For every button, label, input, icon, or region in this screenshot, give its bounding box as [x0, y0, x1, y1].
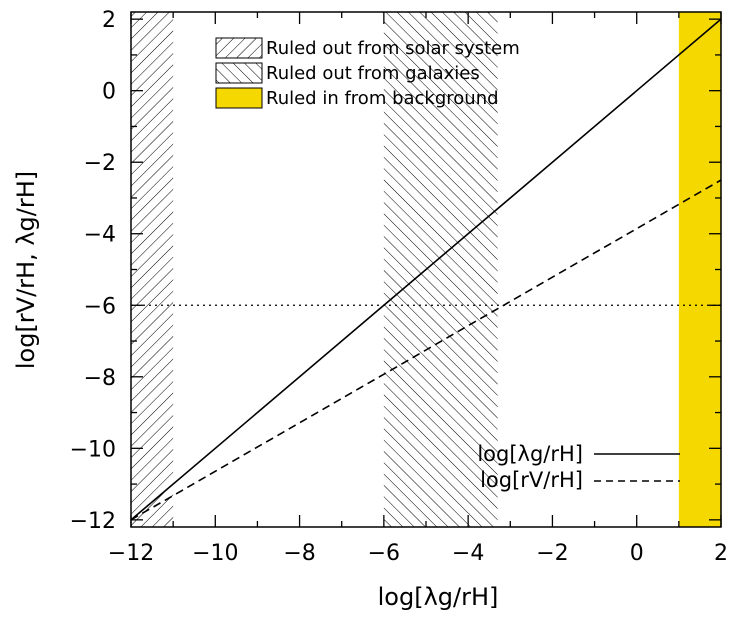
x-tick-label-4: −4 — [452, 541, 484, 566]
series-line-dashed — [130, 179, 722, 521]
legend-swatch-background — [215, 87, 263, 109]
series-line-solid — [130, 18, 722, 521]
series-key: log[λg/rH] log[rV/rH] — [477, 442, 680, 492]
y-axis-label: log[rV/rH, λg/rH] — [12, 171, 40, 369]
y-tick-label-7: −12 — [70, 509, 116, 534]
y-tick-label-0: 2 — [102, 8, 116, 33]
x-tick-label-0: −12 — [108, 541, 154, 566]
axis-ticks — [130, 12, 722, 527]
y-tick-label-2: −2 — [84, 151, 116, 176]
region-1 — [383, 12, 498, 527]
y-tick-label-1: 0 — [102, 80, 116, 105]
series-lines — [130, 18, 722, 521]
legend-label-background: Ruled in from background — [266, 88, 499, 109]
y-tick-label-6: −10 — [70, 437, 116, 462]
x-axis-label: log[λg/rH] — [378, 583, 499, 611]
x-tick-label-3: −6 — [368, 541, 400, 566]
y-tick-labels: 2 0 −2 −4 −6 −8 −10 −12 — [70, 8, 116, 534]
x-tick-label-2: −8 — [283, 541, 315, 566]
x-tick-label-7: 2 — [714, 541, 728, 566]
regions — [131, 12, 721, 527]
legend-label-galaxies: Ruled out from galaxies — [266, 63, 480, 84]
region-2 — [678, 12, 721, 527]
y-tick-label-3: −4 — [84, 223, 116, 248]
x-tick-labels: −12 −10 −8 −6 −4 −2 0 2 — [108, 541, 728, 566]
series-key-label-lambda: log[λg/rH] — [477, 442, 583, 466]
x-tick-label-5: −2 — [536, 541, 568, 566]
region-0 — [131, 12, 174, 527]
legend: Ruled out from solar system Ruled out fr… — [215, 37, 520, 109]
x-tick-label-1: −10 — [192, 541, 238, 566]
y-tick-label-5: −8 — [84, 366, 116, 391]
x-tick-label-6: 0 — [630, 541, 644, 566]
legend-label-solar-system: Ruled out from solar system — [266, 38, 520, 59]
y-tick-label-4: −6 — [84, 294, 116, 319]
series-key-label-rv: log[rV/rH] — [480, 468, 583, 492]
legend-swatch-solar-system — [215, 37, 263, 59]
legend-swatch-galaxies — [215, 62, 263, 84]
